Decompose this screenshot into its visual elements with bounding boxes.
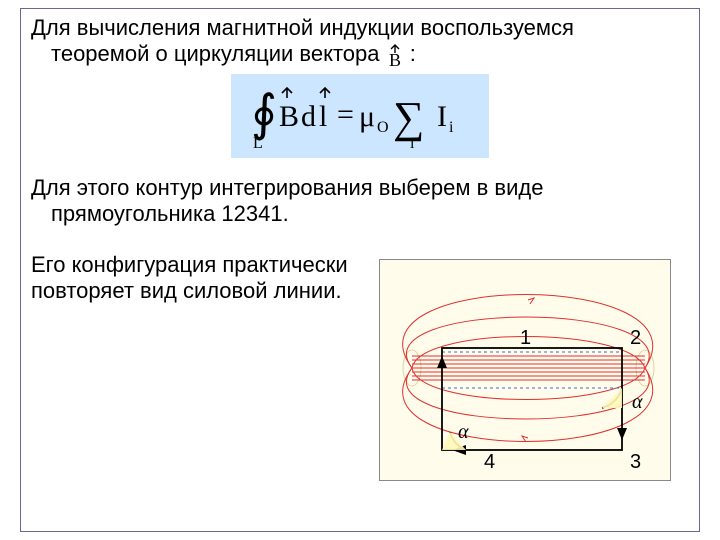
p3-line1: Его конфигурация практически bbox=[31, 252, 348, 277]
svg-text:B: B bbox=[389, 50, 401, 68]
p1-line2: теоремой о циркуляции вектора B : bbox=[31, 41, 416, 66]
svg-text:d: d bbox=[301, 100, 316, 133]
formula-container: ∮ L B d l = μ O bbox=[31, 74, 689, 163]
svg-text:l: l bbox=[319, 100, 327, 133]
svg-text:α: α bbox=[458, 421, 469, 443]
p2-line2: прямоугольника 12341. bbox=[31, 201, 289, 226]
svg-text:i: i bbox=[449, 119, 454, 136]
paragraph-1: Для вычисления магнитной индукции воспол… bbox=[31, 15, 689, 68]
svg-text:i: i bbox=[410, 135, 415, 152]
svg-text:∑: ∑ bbox=[393, 93, 424, 142]
circulation-formula: ∮ L B d l = μ O bbox=[231, 74, 489, 158]
svg-text:I: I bbox=[437, 100, 447, 133]
svg-text:α: α bbox=[632, 391, 643, 413]
paragraph-2: Для этого контур интегрирования выберем … bbox=[31, 175, 689, 228]
corner-4-label: 4 bbox=[484, 451, 495, 473]
p3-line2: повторяет вид силовой линии. bbox=[31, 278, 342, 303]
svg-text:∮: ∮ bbox=[251, 85, 277, 141]
corner-3-label: 3 bbox=[630, 451, 641, 473]
svg-text:B: B bbox=[279, 100, 299, 133]
field-diagram: α α 1 2 3 4 bbox=[379, 259, 671, 481]
p1-colon: : bbox=[410, 41, 416, 66]
p2-line1: Для этого контур интегрирования выберем … bbox=[31, 175, 543, 200]
vector-b-icon: B bbox=[386, 44, 404, 68]
corner-2-label: 2 bbox=[630, 327, 641, 349]
svg-text:L: L bbox=[253, 135, 263, 152]
svg-text:O: O bbox=[377, 119, 389, 136]
slide-frame: Для вычисления магнитной индукции воспол… bbox=[20, 8, 700, 532]
p1-line1: Для вычисления магнитной индукции воспол… bbox=[31, 15, 574, 40]
svg-text:=: = bbox=[337, 98, 354, 131]
corner-1-label: 1 bbox=[520, 327, 531, 349]
p1-line2-text: теоремой о циркуляции вектора bbox=[51, 41, 380, 66]
svg-text:μ: μ bbox=[359, 100, 375, 133]
